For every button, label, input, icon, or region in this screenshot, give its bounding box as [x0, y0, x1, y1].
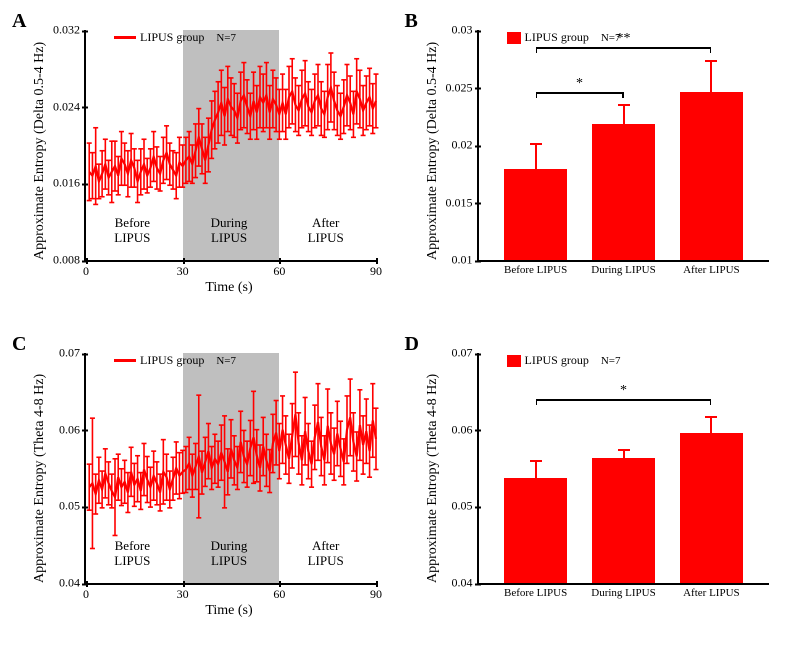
figure-grid: A 0.008 0.016 0.024 0.032 0 30 60 90 Approximate…	[12, 12, 787, 640]
x-tick: 90	[370, 583, 382, 602]
bar	[680, 92, 742, 260]
x-tick: 30	[177, 583, 189, 602]
error-bar	[535, 461, 537, 478]
chart-area: 0.010.0150.020.0250.03Before LIPUSDuring…	[477, 30, 769, 262]
x-tick: 90	[370, 260, 382, 279]
error-bar	[710, 417, 712, 432]
legend-n: N=7	[216, 32, 236, 44]
error-cap	[618, 104, 630, 106]
panel-letter: A	[12, 10, 26, 33]
phase-label: DuringLIPUS	[211, 216, 248, 246]
y-tick: 0.05	[59, 499, 86, 514]
phase-label: AfterLIPUS	[308, 539, 344, 569]
x-tick: 60	[273, 260, 285, 279]
error-cap	[705, 60, 717, 62]
error-bar	[535, 144, 537, 169]
phase-label: DuringLIPUS	[211, 539, 248, 569]
bar	[680, 433, 742, 583]
error-cap	[530, 460, 542, 462]
sig-bracket	[536, 47, 538, 53]
panel-d: D 0.040.050.060.07Before LIPUSDuring LIP…	[405, 335, 788, 640]
sig-bracket	[536, 92, 538, 98]
panel-b: B 0.010.0150.020.0250.03Before LIPUSDuri…	[405, 12, 788, 317]
y-tick: 0.008	[53, 253, 86, 268]
sig-bracket	[536, 92, 624, 94]
sig-bracket	[536, 399, 712, 401]
legend-label: LIPUS group	[525, 353, 589, 368]
y-axis-title: Approximate Entropy (Delta 0.5-4 Hz)	[425, 42, 441, 260]
sig-bracket	[536, 399, 538, 405]
y-tick: 0.06	[452, 422, 479, 437]
y-tick: 0.04	[59, 576, 86, 591]
x-tick: 60	[273, 583, 285, 602]
panel-letter: C	[12, 333, 26, 356]
legend-label: LIPUS group	[525, 30, 589, 45]
legend-label: LIPUS group	[140, 353, 204, 368]
y-tick: 0.025	[446, 80, 479, 95]
y-axis-title: Approximate Entropy (Delta 0.5-4 Hz)	[32, 42, 48, 260]
y-tick: 0.04	[452, 576, 479, 591]
error-bar	[710, 61, 712, 92]
legend-n: N=7	[601, 355, 621, 367]
y-tick: 0.06	[59, 422, 86, 437]
category-label: During LIPUS	[591, 260, 655, 276]
x-tick: 0	[83, 583, 89, 602]
legend: LIPUS group N=7	[507, 353, 621, 368]
bar	[592, 124, 654, 260]
y-tick: 0.032	[53, 23, 86, 38]
y-tick: 0.07	[59, 346, 86, 361]
legend: LIPUS group N=7	[114, 353, 236, 368]
legend: LIPUS group N=7	[114, 30, 236, 45]
category-label: During LIPUS	[591, 583, 655, 599]
error-cap	[530, 143, 542, 145]
error-bar	[623, 105, 625, 125]
sig-bracket	[622, 92, 624, 98]
y-tick: 0.024	[53, 99, 86, 114]
phase-label: BeforeLIPUS	[114, 216, 150, 246]
legend-swatch	[114, 359, 136, 362]
legend-label: LIPUS group	[140, 30, 204, 45]
legend: LIPUS group N=7	[507, 30, 621, 45]
y-tick: 0.01	[452, 253, 479, 268]
bar	[504, 478, 566, 583]
y-tick: 0.03	[452, 23, 479, 38]
x-axis-title: Time (s)	[84, 280, 374, 296]
error-cap	[705, 416, 717, 418]
y-tick: 0.05	[452, 499, 479, 514]
category-label: Before LIPUS	[504, 583, 567, 599]
category-label: After LIPUS	[683, 260, 740, 276]
bar	[592, 458, 654, 583]
y-tick: 0.015	[446, 195, 479, 210]
sig-bracket	[710, 47, 712, 53]
sig-label: *	[620, 383, 627, 399]
panel-letter: D	[405, 333, 419, 356]
bar	[504, 169, 566, 260]
panel-c: C 0.04 0.05 0.06 0.07 0 30 60 90 Approximate Ent…	[12, 335, 395, 640]
y-axis-title: Approximate Entropy (Theta 4-8 Hz)	[32, 374, 48, 583]
legend-swatch	[507, 32, 521, 44]
y-axis-title: Approximate Entropy (Theta 4-8 Hz)	[425, 374, 441, 583]
error-cap	[618, 449, 630, 451]
legend-swatch	[114, 36, 136, 39]
chart-area: 0.040.050.060.07Before LIPUSDuring LIPUS…	[477, 353, 769, 585]
legend-n: N=7	[216, 355, 236, 367]
category-label: After LIPUS	[683, 583, 740, 599]
sig-bracket	[536, 47, 712, 49]
legend-n: N=7	[601, 32, 621, 44]
x-axis-title: Time (s)	[84, 603, 374, 619]
x-tick: 0	[83, 260, 89, 279]
panel-a: A 0.008 0.016 0.024 0.032 0 30 60 90 Approximate…	[12, 12, 395, 317]
phase-label: AfterLIPUS	[308, 216, 344, 246]
y-tick: 0.02	[452, 138, 479, 153]
error-bar	[623, 450, 625, 458]
y-tick: 0.07	[452, 346, 479, 361]
category-label: Before LIPUS	[504, 260, 567, 276]
x-tick: 30	[177, 260, 189, 279]
sig-label: *	[576, 76, 583, 92]
sig-bracket	[710, 399, 712, 405]
panel-letter: B	[405, 10, 418, 33]
y-tick: 0.016	[53, 176, 86, 191]
legend-swatch	[507, 355, 521, 367]
phase-label: BeforeLIPUS	[114, 539, 150, 569]
